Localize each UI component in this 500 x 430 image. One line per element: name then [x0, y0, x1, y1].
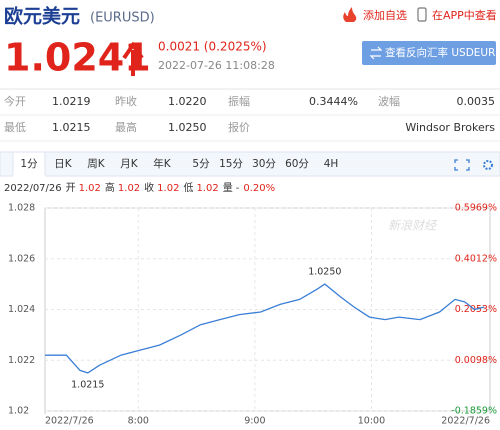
info-label: 开	[66, 183, 76, 194]
add-watchlist[interactable]: 添加自选	[363, 8, 407, 22]
tab[interactable]: 5分	[192, 158, 210, 170]
stat-value: 1.0215	[52, 121, 91, 134]
stat-label: 波幅	[378, 95, 400, 108]
title: 欧元美元	[4, 5, 80, 28]
stat-value: 1.0219	[52, 95, 91, 108]
up-arrow	[122, 41, 144, 76]
tab[interactable]: 60分	[285, 158, 309, 170]
x-tick-label: 9:00	[244, 416, 265, 427]
change: 0.0021 (0.2025%)	[158, 40, 267, 54]
x-tick-label: 2022/7/26	[45, 416, 94, 427]
stat-value: 1.0220	[168, 95, 207, 108]
price: 1.0241	[4, 36, 151, 80]
info-change: 0.20%	[243, 183, 275, 194]
info-label: 收	[144, 181, 154, 194]
y2-tick-label: 0.0098%	[455, 355, 497, 366]
info-value: -	[236, 183, 240, 194]
y-tick-label: 1.026	[8, 253, 35, 264]
reverse-rate-button[interactable]	[362, 41, 496, 65]
tab[interactable]: 月K	[120, 158, 138, 170]
info-label: 高	[105, 181, 115, 194]
reverse-rate-label[interactable]: 查看反向汇率 USDEUR	[385, 46, 495, 59]
info-value: 1.02	[118, 183, 140, 194]
info-label: 低	[183, 181, 193, 194]
stat-value: 0.3444%	[309, 95, 358, 108]
y-tick-label: 1.022	[8, 355, 35, 366]
x-tick-label: 8:00	[128, 416, 149, 427]
tab-bar	[0, 151, 500, 177]
tab[interactable]: 周K	[87, 158, 105, 170]
info-value: 1.02	[157, 183, 179, 194]
y-tick-label: 1.02	[8, 406, 29, 417]
fire-icon	[343, 7, 357, 22]
stat-label: 最高	[115, 120, 137, 134]
y-tick-label: 1.028	[8, 203, 35, 214]
y2-tick-label: 0.5969%	[455, 203, 497, 214]
y-tick-label: 1.024	[8, 304, 35, 315]
tab[interactable]: 15分	[219, 158, 243, 170]
symbol: (EURUSD)	[90, 11, 155, 26]
info-date: 2022/07/26	[4, 183, 62, 194]
phone-icon	[417, 7, 427, 22]
stat-value: Windsor Brokers	[405, 121, 495, 134]
stat-label: 振幅	[228, 94, 250, 108]
tab[interactable]: 30分	[252, 158, 276, 170]
open-in-app[interactable]: 在APP中查看	[432, 8, 497, 22]
timestamp: 2022-07-26 11:08:28	[158, 59, 275, 72]
tab[interactable]: 年K	[153, 157, 171, 170]
stat-label: 昨收	[115, 94, 137, 108]
chart: 新浪财经 1.028 1.026 1.024 1.022 1.02 0.5969% 0.401…	[8, 203, 497, 427]
stat-value: 1.0250	[168, 121, 207, 134]
info-value: 1.02	[196, 183, 218, 194]
x-tick-label: 2022/7/26	[441, 416, 490, 427]
info-line: 2022/07/26 开 1.02 高 1.02 收 1.02 低 1.02 量 -0.20%	[4, 181, 275, 194]
extreme-label: 1.0215	[71, 379, 104, 390]
watermark: 新浪财经	[388, 219, 438, 233]
stat-value: 0.0035	[457, 95, 496, 108]
swap-icon	[369, 46, 383, 60]
tab[interactable]: 日K	[54, 158, 72, 170]
price-line	[45, 283, 485, 374]
stat-label: 最低	[4, 121, 26, 134]
settings-icon[interactable]	[483, 160, 493, 170]
x-tick-label: 10:00	[358, 416, 385, 427]
stat-label: 报价	[228, 120, 250, 134]
stat-label: 今开	[4, 94, 26, 108]
tab[interactable]: 1分	[20, 158, 38, 170]
y2-tick-label: 0.4012%	[455, 253, 497, 264]
tabs: 1分 日K 周K 月K 年K 5分 15分 30分 60分 4H	[20, 157, 338, 170]
stats: 今开 1.0219 昨收 1.0220 振幅 0.3444% 波幅 0.0035 最低 1.021…	[4, 94, 495, 134]
info-value: 1.02	[79, 183, 101, 194]
info-label: 量	[223, 182, 233, 194]
extreme-label: 1.0250	[308, 267, 341, 278]
y2-tick-label: -0.1859%	[451, 406, 497, 417]
tab[interactable]: 4H	[324, 158, 339, 170]
fullscreen-icon[interactable]	[454, 159, 470, 171]
